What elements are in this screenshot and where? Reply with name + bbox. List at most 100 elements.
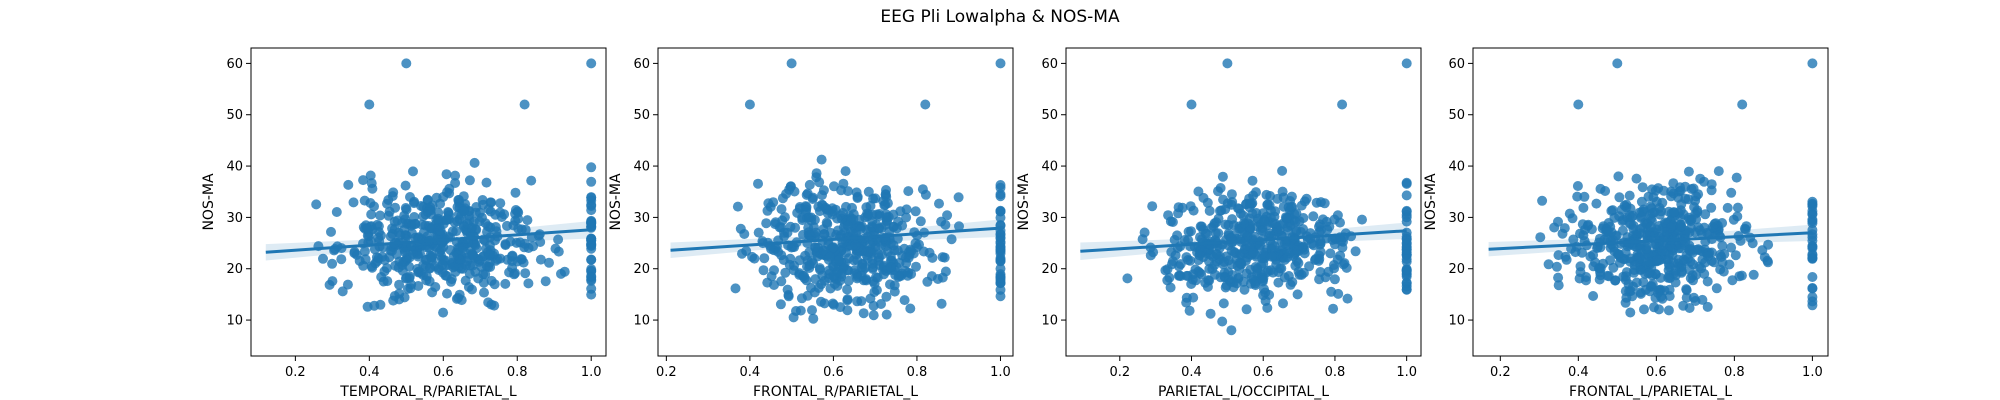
scatter-point (1613, 171, 1624, 182)
scatter-point (446, 276, 456, 287)
scatter-point (903, 267, 914, 278)
scatter-point (1654, 304, 1664, 315)
scatter-point (444, 188, 455, 199)
scatter-point (382, 198, 392, 209)
scatter-point (1198, 192, 1209, 203)
y-tick-label: 40 (1448, 160, 1465, 175)
scatter-point (495, 198, 506, 209)
y-tick-label: 30 (226, 211, 243, 226)
scatter-point (1175, 271, 1186, 282)
scatter-point (1601, 226, 1612, 237)
scatter-points (311, 58, 597, 318)
scatter-point (448, 262, 459, 273)
scatter-point (1680, 193, 1691, 204)
scatter-point (1625, 203, 1636, 214)
scatter-point (1748, 269, 1759, 280)
scatter-point (392, 215, 403, 226)
scatter-point (842, 295, 853, 306)
scatter-point (1238, 210, 1249, 221)
scatter-point (473, 273, 484, 284)
scatter-point (1616, 204, 1627, 215)
scatter-point (903, 186, 914, 197)
scatter-point (1706, 179, 1717, 190)
y-tick-label: 10 (633, 314, 650, 329)
scatter-point (1246, 272, 1257, 283)
scatter-point (946, 234, 957, 245)
scatter-point (448, 251, 459, 262)
scatter-point (1147, 201, 1158, 212)
scatter-point (1183, 255, 1193, 265)
scatter-point (375, 210, 386, 221)
scatter-point (804, 212, 814, 223)
scatter-point (1183, 235, 1194, 245)
scatter-point (1194, 250, 1205, 261)
scatter-point (1572, 191, 1583, 202)
scatter-point (1634, 253, 1645, 264)
scatter-point (1227, 214, 1238, 225)
scatter-point (366, 178, 377, 189)
scatter-point (899, 295, 910, 306)
scatter-point (1686, 184, 1697, 194)
scatter-point (1401, 205, 1412, 216)
x-axis-label: TEMPORAL_R/PARIETAL_L (339, 384, 517, 400)
scatter-point (1807, 58, 1818, 69)
scatter-point (1621, 271, 1631, 282)
scatter-point (469, 157, 480, 168)
scatter-point (1645, 213, 1656, 224)
scatter-point (934, 198, 944, 209)
scatter-point (1298, 213, 1309, 223)
scatter-point (1335, 217, 1345, 228)
y-tick-label: 30 (1041, 211, 1058, 226)
scatter-point (1732, 202, 1743, 213)
scatter-point (1325, 248, 1336, 259)
y-tick-label: 10 (1041, 314, 1058, 329)
scatter-point (311, 199, 322, 210)
y-tick-label: 50 (1041, 108, 1058, 123)
scatter-point (827, 242, 838, 253)
scatter-point (995, 263, 1006, 274)
scatter-point (553, 234, 564, 245)
scatter-point (450, 178, 461, 188)
regression-line (670, 226, 1001, 252)
scatter-point (1704, 228, 1715, 239)
scatter-point (753, 178, 763, 189)
x-tick-label: 0.8 (907, 365, 928, 380)
scatter-point (387, 229, 398, 239)
scatter-point (1181, 292, 1192, 303)
scatter-point (1401, 234, 1412, 245)
scatter-point (1614, 257, 1625, 268)
scatter-point (858, 275, 869, 286)
scatter-point (1595, 267, 1606, 278)
scatter-point (1293, 266, 1304, 277)
scatter-point (442, 288, 452, 299)
scatter-point (1635, 243, 1646, 254)
scatter-point (939, 252, 950, 263)
scatter-point (1614, 192, 1625, 203)
scatter-point (1726, 187, 1737, 198)
scatter-point (881, 212, 892, 223)
scatter-point (737, 248, 747, 259)
scatter-point (500, 278, 511, 289)
scatter-point (464, 175, 475, 186)
scatter-point (1219, 256, 1230, 267)
scatter-point (586, 192, 597, 203)
x-tick-label: 0.2 (285, 365, 306, 380)
scatter-point (519, 99, 530, 110)
scatter-point (507, 251, 518, 262)
scatter-point (940, 219, 951, 230)
scatter-point (489, 279, 500, 290)
scatter-point (1222, 58, 1233, 69)
scatter-point (1690, 296, 1701, 306)
x-tick-label: 0.8 (1325, 365, 1346, 380)
scatter-point (1401, 264, 1412, 275)
scatter-point (1257, 225, 1268, 236)
scatter-point (1624, 190, 1635, 201)
scatter-point (394, 279, 405, 290)
scatter-point (1656, 291, 1666, 302)
scatter-point (1283, 202, 1294, 213)
y-tick-label: 50 (226, 108, 243, 123)
regression-line (265, 228, 592, 254)
scatter-point (1357, 214, 1367, 225)
x-tick-label: 0.4 (1181, 365, 1202, 380)
scatter-point (858, 308, 869, 319)
